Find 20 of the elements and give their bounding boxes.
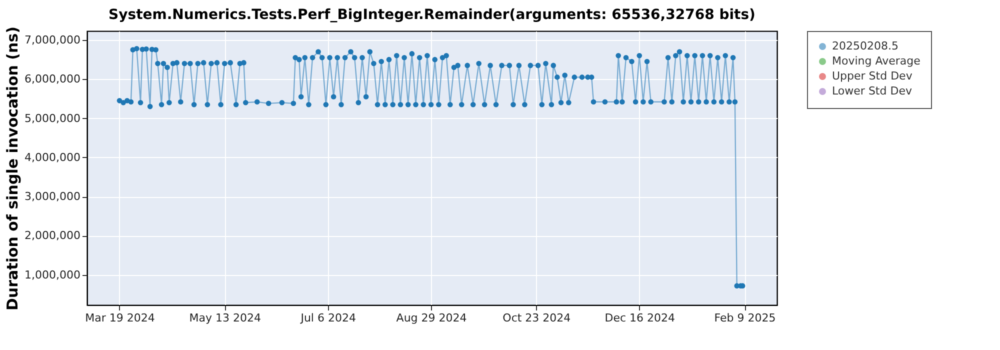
x-tick-label: Mar 19 2024 — [85, 312, 155, 324]
x-tick-label: May 13 2024 — [189, 312, 261, 324]
chart-title: System.Numerics.Tests.Perf_BigInteger.Remainder(arguments: 65536,32768 bits) — [108, 7, 756, 23]
x-tick-label: Jul 6 2024 — [300, 312, 356, 324]
legend-label: Moving Average — [832, 54, 921, 68]
y-tick-label: 3,000,000 — [24, 190, 80, 204]
x-tick-label: Aug 29 2024 — [396, 312, 467, 324]
y-tick-label: 1,000,000 — [24, 268, 80, 282]
y-axis-title: Duration of single invocation (ns) — [4, 26, 22, 310]
x-tick-label: Feb 9 2025 — [714, 312, 776, 324]
x-tick-label: Dec 16 2024 — [604, 312, 676, 324]
y-tick-label: 7,000,000 — [24, 34, 80, 47]
y-tick-label: 5,000,000 — [24, 112, 80, 125]
legend-label: Lower Std Dev — [832, 84, 912, 98]
y-tick-label: 2,000,000 — [24, 229, 80, 242]
y-tick-label: 6,000,000 — [24, 72, 80, 86]
legend-label: Upper Std Dev — [832, 70, 913, 82]
x-tick-label: Oct 23 2024 — [502, 312, 571, 324]
y-tick-label: 4,000,000 — [24, 150, 80, 164]
legend-label: 20250208.5 — [832, 40, 898, 52]
